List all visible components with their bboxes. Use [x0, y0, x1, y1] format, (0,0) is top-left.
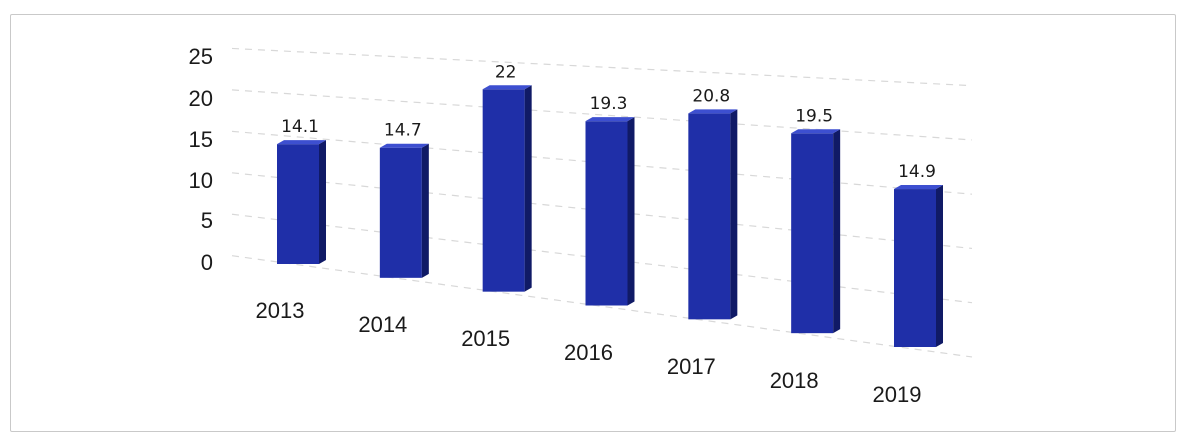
y-tick-label: 10: [189, 168, 213, 193]
bar: [277, 140, 326, 264]
data-label: 19.5: [795, 106, 833, 126]
gridline: [231, 89, 973, 141]
y-tick-label: 25: [189, 44, 213, 69]
category-label: 2016: [564, 340, 613, 365]
y-tick-label: 0: [201, 250, 213, 275]
category-label: 2014: [358, 312, 407, 337]
data-label: 14.7: [384, 121, 422, 141]
bar-front: [277, 144, 319, 264]
gridlines: [231, 47, 973, 358]
gridline: [231, 172, 973, 250]
data-label: 14.1: [281, 117, 319, 137]
data-label: 14.9: [898, 162, 936, 182]
bar-front: [482, 89, 525, 292]
bar-top: [894, 185, 943, 190]
bar-top: [277, 140, 326, 145]
bar-side: [421, 143, 429, 278]
gridline: [231, 47, 973, 87]
category-label: 2013: [256, 298, 305, 323]
bar-front: [688, 113, 731, 320]
bar-side: [319, 140, 326, 264]
bar-front: [791, 133, 834, 334]
bar-top: [791, 129, 841, 134]
bar-top: [379, 143, 429, 148]
category-label: 2018: [770, 368, 819, 393]
category-label: 2015: [461, 326, 510, 351]
bar-side: [936, 185, 943, 347]
gridline: [231, 130, 973, 195]
bar-front: [379, 147, 422, 278]
bar-front: [894, 189, 936, 347]
bar-side: [524, 85, 532, 292]
bar: [791, 129, 841, 334]
data-label: 20.8: [692, 86, 730, 106]
y-tick-label: 20: [189, 86, 213, 111]
y-tick-label: 5: [201, 208, 213, 233]
bar-top: [688, 109, 738, 114]
category-label: 2019: [873, 382, 922, 407]
data-label: 19.3: [590, 94, 628, 114]
data-label: 22: [495, 62, 517, 82]
bar: [894, 185, 943, 347]
bar-top: [482, 85, 532, 90]
bar-side: [833, 129, 841, 334]
bar-front: [585, 121, 628, 306]
bar-side: [627, 117, 635, 306]
bar: [482, 85, 532, 292]
bar-top: [585, 117, 635, 122]
bar: [688, 109, 738, 320]
bar-side: [730, 109, 738, 320]
y-tick-label: 15: [189, 127, 213, 152]
bar: [379, 143, 429, 278]
category-label: 2017: [667, 354, 716, 379]
bar: [585, 117, 635, 306]
